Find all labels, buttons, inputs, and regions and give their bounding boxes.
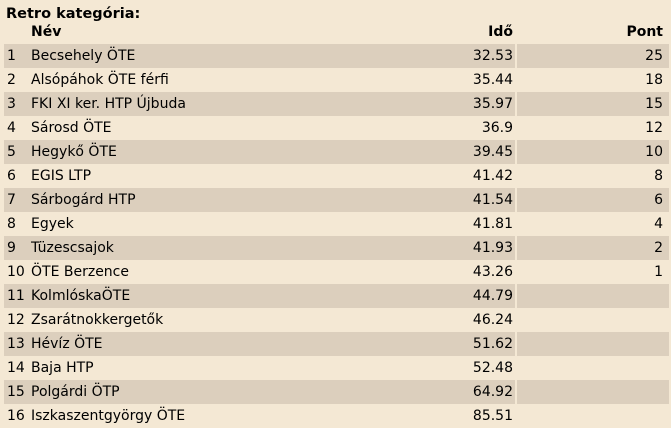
- team-name-cell: Hévíz ÖTE: [31, 332, 361, 356]
- table-row: 7 Sárbogárd HTP 41.54 6: [4, 188, 669, 212]
- points-cell: [517, 308, 669, 332]
- team-name-cell: Polgárdi ÖTP: [31, 380, 361, 404]
- time-cell: 35.44: [472, 72, 513, 88]
- team-name-cell: Sárosd ÖTE: [31, 120, 112, 136]
- time-cell: 39.45: [361, 140, 515, 164]
- rank-cell: 5: [4, 140, 31, 164]
- points-cell: 2: [517, 236, 669, 260]
- table-row: 2 Alsópáhok ÖTE férfi 35.44 18: [4, 68, 669, 92]
- time-cell: 64.92: [361, 380, 515, 404]
- points-cell: [517, 404, 669, 428]
- team-name-cell: EGIS LTP: [31, 168, 92, 184]
- results-table-header: Név Idő Pont: [4, 20, 669, 44]
- team-name-cell: Egyek: [31, 216, 74, 232]
- rank-cell: 3: [4, 92, 31, 116]
- time-cell: 32.53: [361, 44, 515, 68]
- time-cell: 44.79: [361, 284, 515, 308]
- points-cell: 10: [517, 140, 669, 164]
- rank-cell: 6: [7, 168, 16, 184]
- rank-cell: 1: [4, 44, 31, 68]
- table-row: 9 Tüzescsajok 41.93 2: [4, 236, 669, 260]
- team-name-cell: FKI XI ker. HTP Újbuda: [31, 92, 361, 116]
- team-name-cell: KolmlóskaÖTE: [31, 284, 361, 308]
- table-row: 8 Egyek 41.81 4: [4, 212, 669, 236]
- time-cell: 46.24: [472, 312, 513, 328]
- points-cell: [517, 380, 669, 404]
- points-cell: [517, 356, 669, 380]
- time-cell: 35.97: [361, 92, 515, 116]
- time-cell: 41.93: [361, 236, 515, 260]
- rank-cell: 13: [4, 332, 31, 356]
- team-name-cell: Zsarátnokkergetők: [31, 312, 164, 328]
- table-row: 1 Becsehely ÖTE 32.53 25: [4, 44, 669, 68]
- points-cell: 25: [517, 44, 669, 68]
- time-cell: 41.81: [472, 216, 513, 232]
- rank-cell: 10: [7, 264, 25, 280]
- time-cell: 36.9: [481, 120, 513, 136]
- rank-column-header: [4, 20, 31, 44]
- rank-cell: 9: [4, 236, 31, 260]
- points-cell: [517, 332, 669, 356]
- table-row: 16 Iszkaszentgyörgy ÖTE 85.51: [4, 404, 669, 428]
- table-row: 15 Polgárdi ÖTP 64.92: [4, 380, 669, 404]
- rank-cell: 8: [7, 216, 16, 232]
- team-name-cell: Tüzescsajok: [31, 236, 361, 260]
- time-column-header: Idő: [488, 24, 513, 40]
- table-row: 12 Zsarátnokkergetők 46.24: [4, 308, 669, 332]
- rank-cell: 14: [7, 360, 25, 376]
- table-row: 5 Hegykő ÖTE 39.45 10: [4, 140, 669, 164]
- points-cell: 1: [654, 264, 663, 280]
- rank-cell: 15: [4, 380, 31, 404]
- team-name-cell: Hegykő ÖTE: [31, 140, 361, 164]
- table-row: 11 KolmlóskaÖTE 44.79: [4, 284, 669, 308]
- points-cell: 12: [645, 120, 663, 136]
- table-row: 6 EGIS LTP 41.42 8: [4, 164, 669, 188]
- points-cell: 8: [654, 168, 663, 184]
- rank-cell: 2: [7, 72, 16, 88]
- team-name-cell: Alsópáhok ÖTE férfi: [31, 72, 169, 88]
- header-row: Név Idő Pont: [4, 20, 669, 44]
- results-table-body: 1 Becsehely ÖTE 32.53 25 2 Alsópáhok ÖTE férf…: [4, 44, 669, 428]
- points-column-header: Pont: [626, 24, 663, 40]
- time-cell: 43.26: [472, 264, 513, 280]
- time-cell: 52.48: [472, 360, 513, 376]
- rank-cell: 4: [7, 120, 16, 136]
- rank-cell: 11: [4, 284, 31, 308]
- time-cell: 41.54: [361, 188, 515, 212]
- team-name-cell: Iszkaszentgyörgy ÖTE: [31, 408, 186, 424]
- category-title: Retro kategória:: [6, 6, 141, 22]
- rank-cell: 7: [4, 188, 31, 212]
- points-cell: 18: [645, 72, 663, 88]
- name-column-header: Név: [31, 24, 62, 40]
- table-row: 3 FKI XI ker. HTP Újbuda 35.97 15: [4, 92, 669, 116]
- time-cell: 41.42: [472, 168, 513, 184]
- rank-cell: 12: [7, 312, 25, 328]
- team-name-cell: Becsehely ÖTE: [31, 44, 361, 68]
- rank-cell: 16: [7, 408, 25, 424]
- team-name-cell: Sárbogárd HTP: [31, 188, 361, 212]
- table-row: 10 ÖTE Berzence 43.26 1: [4, 260, 669, 284]
- time-cell: 85.51: [472, 408, 513, 424]
- team-name-cell: Baja HTP: [31, 360, 94, 376]
- points-cell: 15: [517, 92, 669, 116]
- time-cell: 51.62: [361, 332, 515, 356]
- table-row: 14 Baja HTP 52.48: [4, 356, 669, 380]
- points-cell: 4: [654, 216, 663, 232]
- results-table: Név Idő Pont 1 Becsehely ÖTE 32.53 25 2 Alsóp…: [4, 20, 669, 428]
- points-cell: [517, 284, 669, 308]
- table-row: 13 Hévíz ÖTE 51.62: [4, 332, 669, 356]
- points-cell: 6: [517, 188, 669, 212]
- team-name-cell: ÖTE Berzence: [31, 264, 129, 280]
- table-row: 4 Sárosd ÖTE 36.9 12: [4, 116, 669, 140]
